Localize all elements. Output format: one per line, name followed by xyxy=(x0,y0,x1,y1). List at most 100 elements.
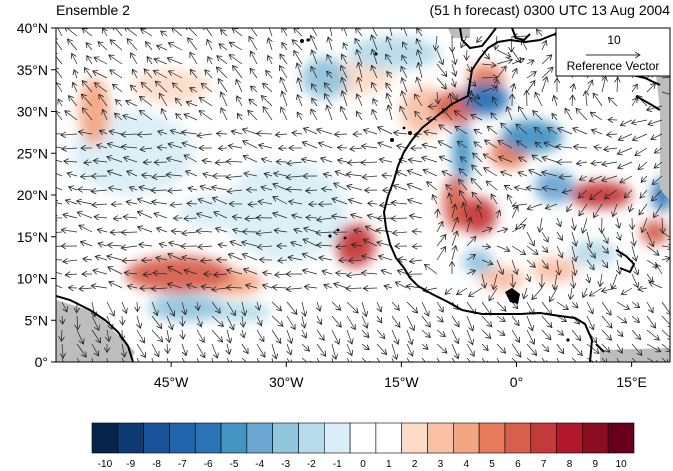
wind-vector xyxy=(526,301,534,314)
wind-vector xyxy=(452,204,455,219)
wind-vector xyxy=(115,113,123,121)
wind-vector xyxy=(554,273,557,290)
wind-vector xyxy=(241,357,247,362)
y-tick-label: 40°N xyxy=(17,20,48,36)
wind-vector xyxy=(407,170,423,177)
wind-vector xyxy=(184,218,198,219)
wind-vector xyxy=(121,134,138,135)
wind-vector xyxy=(271,357,273,362)
wind-vector xyxy=(302,142,318,149)
wind-vector xyxy=(152,202,168,204)
wind-vector xyxy=(56,67,63,79)
wind-vector xyxy=(496,301,506,311)
wind-vector xyxy=(97,145,108,148)
wind-vector xyxy=(282,43,288,51)
wind-vector xyxy=(617,231,621,240)
wind-vector xyxy=(527,90,528,107)
wind-vector xyxy=(302,315,305,328)
wind-vector xyxy=(481,343,488,351)
wind-vector xyxy=(337,147,348,148)
wind-vector xyxy=(61,230,78,232)
wind-vector xyxy=(481,86,497,93)
wind-vector xyxy=(91,315,99,330)
wind-vector xyxy=(365,226,378,233)
wind-vector xyxy=(259,145,273,148)
wind-vector xyxy=(590,112,603,121)
wind-vector xyxy=(56,146,63,149)
wind-vector xyxy=(397,146,408,149)
wind-vector xyxy=(357,94,363,107)
wind-vector xyxy=(620,119,633,125)
colorbar-swatch xyxy=(349,422,377,454)
wind-vector xyxy=(263,107,273,121)
wind-vector xyxy=(572,273,574,288)
wind-vector xyxy=(251,86,258,93)
wind-vector xyxy=(436,329,445,337)
colorbar-label: 6 xyxy=(515,459,521,470)
wind-vector xyxy=(661,258,670,260)
wind-vector xyxy=(226,315,234,330)
colorbar-label: 5 xyxy=(489,459,495,470)
wind-vector xyxy=(187,203,198,204)
wind-vector xyxy=(202,161,213,163)
wind-vector xyxy=(107,329,109,341)
wind-vector xyxy=(379,256,393,261)
wind-vector xyxy=(91,286,108,288)
wind-vector xyxy=(264,174,273,177)
wind-vector xyxy=(526,343,537,355)
wind-vector xyxy=(583,287,587,298)
wind-vector xyxy=(527,273,530,282)
wind-vector xyxy=(131,53,138,65)
colorbar-label: -10 xyxy=(98,459,113,470)
wind-vector xyxy=(437,209,438,219)
wind-vector xyxy=(586,245,595,258)
wind-vector xyxy=(306,190,318,191)
wind-vector xyxy=(212,198,228,205)
wind-vector xyxy=(132,69,137,79)
wind-vector xyxy=(504,185,513,190)
wind-vector xyxy=(635,147,648,156)
wind-vector xyxy=(121,146,138,148)
wind-vector xyxy=(508,195,512,205)
wind-vector xyxy=(467,217,471,233)
wind-vector xyxy=(526,72,536,79)
wind-vector xyxy=(248,28,258,37)
anomaly-region xyxy=(178,195,241,229)
wind-vector xyxy=(302,254,318,261)
wind-vector xyxy=(76,343,86,357)
wind-vector xyxy=(421,301,429,316)
wind-vector xyxy=(482,273,485,288)
wind-vector xyxy=(304,228,318,232)
wind-vector xyxy=(91,190,108,192)
wind-vector xyxy=(576,108,588,121)
wind-vector xyxy=(640,189,648,198)
wind-vector xyxy=(477,35,483,42)
wind-vector xyxy=(126,101,138,107)
wind-vector xyxy=(56,82,63,93)
wind-vector xyxy=(139,244,153,246)
wind-vector xyxy=(565,108,573,121)
wind-vector xyxy=(408,200,423,205)
colorbar-swatch xyxy=(323,422,351,454)
wind-vector xyxy=(327,71,333,79)
wind-vector xyxy=(460,157,468,162)
wind-vector xyxy=(516,124,528,135)
wind-vector xyxy=(140,96,153,107)
wind-vector xyxy=(168,267,183,275)
wind-vector xyxy=(422,157,438,163)
wind-vector xyxy=(649,282,663,289)
wind-vector xyxy=(216,228,228,232)
wind-vector xyxy=(511,69,517,79)
wind-vector xyxy=(231,131,243,134)
wind-vector xyxy=(624,189,633,198)
wind-vector xyxy=(517,141,528,149)
wind-vector xyxy=(552,114,557,121)
wind-vector xyxy=(556,357,560,362)
wind-vector xyxy=(373,99,377,107)
wind-vector xyxy=(317,245,333,246)
wind-vector xyxy=(439,157,453,163)
wind-vector xyxy=(169,71,183,79)
y-tick-label: 15°N xyxy=(17,229,48,245)
anomaly-region xyxy=(462,249,494,275)
